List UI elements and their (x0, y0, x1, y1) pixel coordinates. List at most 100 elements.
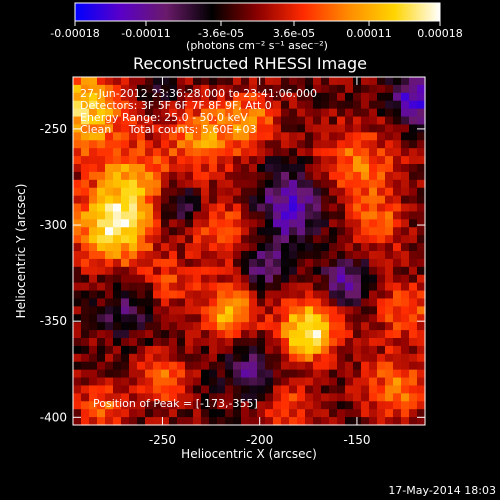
heatmap-cell (249, 203, 258, 213)
heatmap-cell (89, 369, 98, 379)
heatmap-cell (161, 187, 170, 197)
heatmap-cell (377, 361, 386, 371)
heatmap-cell (377, 156, 386, 165)
heatmap-cell (281, 417, 290, 426)
heatmap-cell (313, 338, 322, 347)
heatmap-cell (113, 243, 122, 252)
heatmap-cell (337, 282, 346, 292)
heatmap-cell (417, 148, 426, 157)
heatmap-cell (137, 243, 146, 252)
heatmap-cell (177, 274, 186, 284)
heatmap-cell (369, 330, 378, 339)
heatmap-cell (321, 393, 330, 402)
heatmap-cell (137, 369, 146, 379)
heatmap-cell (329, 148, 338, 157)
heatmap-cell (273, 401, 282, 410)
heatmap-cell (281, 124, 290, 133)
heatmap-cell (417, 409, 426, 418)
heatmap-cell (169, 211, 178, 220)
heatmap-cell (161, 124, 170, 133)
heatmap-cell (209, 322, 218, 331)
heatmap-cell (161, 100, 170, 110)
plot-area: -250 -200 -150 -250-300-350-400 (40, 76, 426, 447)
heatmap-cell (193, 385, 202, 394)
heatmap-cell (297, 108, 306, 118)
heatmap-cell (417, 92, 426, 102)
heatmap-cell (329, 306, 338, 315)
colorbar-tick-label: -3.6e-05 (198, 27, 244, 40)
heatmap-cell (353, 258, 362, 268)
heatmap-cell (201, 77, 210, 86)
heatmap-cell (369, 124, 378, 133)
heatmap-cell (185, 361, 194, 371)
heatmap-cell (409, 258, 418, 268)
colorbar-tick-label: -0.00011 (121, 27, 170, 40)
heatmap-cell (273, 377, 282, 387)
heatmap-cell (417, 179, 426, 189)
heatmap-cell (137, 235, 146, 244)
heatmap-cell (73, 314, 82, 323)
heatmap-cell (361, 211, 370, 220)
heatmap-cell (393, 211, 402, 220)
heatmap-cell (321, 345, 330, 355)
heatmap-cell (193, 258, 202, 268)
heatmap-cell (105, 211, 114, 220)
heatmap-cell (345, 171, 354, 181)
heatmap-cell (161, 361, 170, 371)
heatmap-cell (137, 258, 146, 268)
heatmap-cell (201, 187, 210, 197)
heatmap-cell (289, 156, 298, 165)
heatmap-cell (121, 393, 130, 402)
heatmap-cell (121, 164, 130, 173)
heatmap-cell (153, 227, 162, 236)
heatmap-cell (361, 156, 370, 165)
heatmap-cell (257, 171, 266, 181)
heatmap-cell (409, 338, 418, 347)
heatmap-cell (409, 108, 418, 118)
heatmap-cell (337, 290, 346, 300)
heatmap-cell (225, 227, 234, 236)
heatmap-cell (297, 345, 306, 355)
image-annotations: 27-Jun-2012 23:36:28.000 to 23:41:06.000… (80, 87, 317, 410)
heatmap-cell (185, 84, 194, 94)
heatmap-cell (353, 338, 362, 347)
heatmap-cell (401, 417, 410, 426)
heatmap-cell (97, 369, 106, 379)
heatmap-cell (305, 306, 314, 315)
heatmap-cell (97, 258, 106, 268)
heatmap-cell (185, 282, 194, 292)
heatmap-cell (153, 353, 162, 363)
heatmap-cell (209, 306, 218, 315)
heatmap-cell (393, 393, 402, 402)
heatmap-cell (249, 187, 258, 197)
heatmap-cell (177, 345, 186, 355)
heatmap-cell (121, 211, 130, 220)
heatmap-cell (321, 195, 330, 205)
heatmap-cell (201, 92, 210, 102)
heatmap-cell (81, 219, 90, 228)
heatmap-cell (241, 203, 250, 213)
heatmap-cell (97, 251, 106, 260)
heatmap-cell (329, 235, 338, 244)
heatmap-cell (385, 211, 394, 220)
heatmap-cell (385, 393, 394, 402)
heatmap-cell (225, 235, 234, 244)
heatmap-cell (185, 353, 194, 363)
heatmap-cell (353, 211, 362, 220)
heatmap-cell (73, 211, 82, 220)
heatmap-cell (345, 211, 354, 220)
heatmap-cell (137, 203, 146, 213)
heatmap-cell (281, 338, 290, 347)
heatmap-cell (377, 124, 386, 133)
heatmap-cell (249, 258, 258, 268)
heatmap-cell (353, 124, 362, 133)
heatmap-cell (377, 345, 386, 355)
heatmap-cell (297, 314, 306, 323)
heatmap-cell (361, 385, 370, 394)
heatmap-cell (257, 290, 266, 300)
heatmap-cell (281, 258, 290, 268)
heatmap-cell (129, 417, 138, 426)
heatmap-cell (153, 258, 162, 268)
heatmap-cell (297, 274, 306, 284)
heatmap-cell (305, 290, 314, 300)
